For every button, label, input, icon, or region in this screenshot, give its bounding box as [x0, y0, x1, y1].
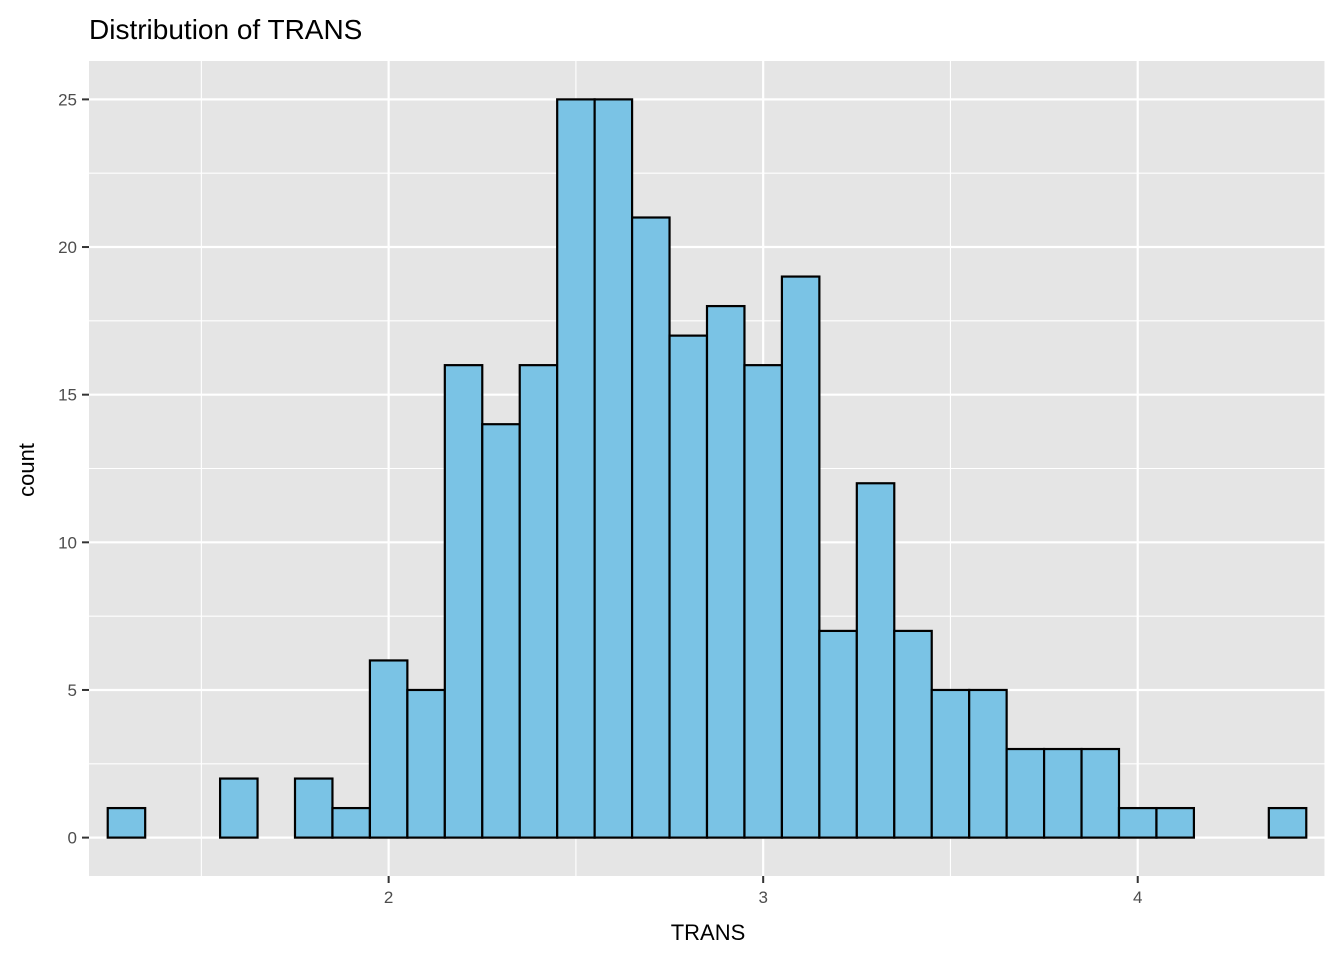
- histogram-bar: [518, 364, 559, 839]
- histogram-bar: [593, 98, 634, 839]
- histogram-bar: [293, 777, 334, 839]
- histogram-bar: [780, 275, 821, 839]
- histogram-bar: [855, 482, 896, 839]
- chart-title: Distribution of TRANS: [89, 14, 362, 45]
- y-axis-title: count: [14, 443, 39, 497]
- y-tick-label: 25: [58, 90, 77, 109]
- y-tick-label: 10: [58, 533, 77, 552]
- histogram-bar: [630, 216, 671, 839]
- histogram-bar: [1267, 806, 1308, 839]
- histogram-bar: [668, 334, 709, 839]
- histogram-bar: [331, 806, 372, 839]
- x-axis-title: TRANS: [671, 920, 746, 945]
- histogram-bars: [106, 98, 1308, 839]
- histogram-bar: [1117, 806, 1158, 839]
- histogram-bar: [218, 777, 259, 839]
- histogram-bar: [705, 304, 746, 839]
- histogram-bar: [1155, 806, 1196, 839]
- y-tick-label: 0: [68, 829, 77, 848]
- y-tick-label: 20: [58, 238, 77, 257]
- x-tick-label: 4: [1133, 888, 1142, 907]
- histogram-bar: [968, 688, 1008, 839]
- histogram-bar: [1080, 747, 1121, 839]
- y-axis: 0 5 10 15 20 25: [58, 90, 89, 848]
- y-tick-label: 15: [58, 386, 77, 405]
- histogram-bar: [443, 364, 484, 839]
- histogram-bar: [106, 806, 147, 839]
- x-tick-label: 2: [384, 888, 393, 907]
- histogram-bar: [406, 688, 446, 839]
- histogram-bar: [930, 688, 971, 839]
- histogram-bar: [1042, 747, 1083, 839]
- x-tick-label: 3: [758, 888, 767, 907]
- y-tick-label: 5: [68, 681, 77, 700]
- histogram-bar: [893, 629, 933, 839]
- histogram-bar: [743, 364, 784, 839]
- x-axis: 2 3 4: [384, 876, 1142, 907]
- histogram-bar: [556, 98, 596, 839]
- histogram-bar: [481, 423, 521, 839]
- histogram-bar: [818, 629, 858, 839]
- histogram-bar: [368, 659, 409, 839]
- histogram-bar: [1005, 747, 1046, 839]
